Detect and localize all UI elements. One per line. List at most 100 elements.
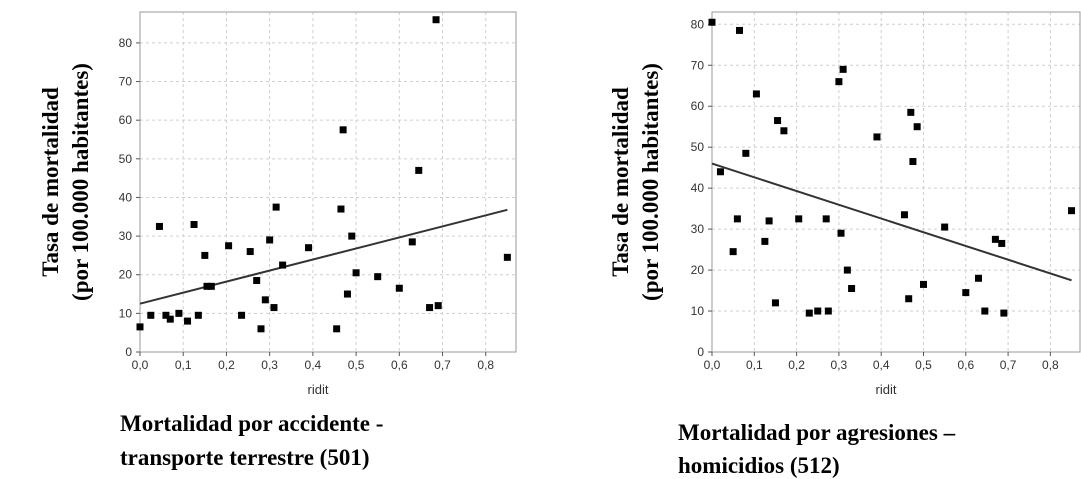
y-tick-label: 20 bbox=[691, 263, 705, 277]
data-point bbox=[503, 253, 511, 261]
data-point bbox=[716, 168, 724, 176]
y-tick-label: 70 bbox=[691, 58, 705, 72]
data-point bbox=[905, 295, 913, 303]
data-point bbox=[837, 229, 845, 237]
data-point bbox=[919, 280, 927, 288]
data-point bbox=[175, 309, 183, 317]
x-tick-label: 0,0 bbox=[704, 358, 721, 372]
regression-line bbox=[139, 208, 508, 305]
y-tick-label: 60 bbox=[119, 113, 133, 127]
data-point bbox=[814, 307, 822, 315]
data-point bbox=[426, 304, 434, 312]
data-point bbox=[1000, 309, 1008, 317]
data-point bbox=[752, 90, 760, 98]
data-point bbox=[909, 158, 917, 166]
data-point bbox=[203, 282, 211, 290]
data-point bbox=[246, 248, 254, 256]
y-tick-label: 0 bbox=[125, 345, 132, 359]
caption-line1: Mortalidad por accidente - bbox=[120, 411, 383, 436]
data-point bbox=[998, 239, 1006, 247]
x-tick-label: 0,5 bbox=[915, 358, 932, 372]
data-point bbox=[415, 166, 423, 174]
x-axis-label: ridit bbox=[876, 382, 897, 397]
data-point bbox=[941, 223, 949, 231]
data-point bbox=[225, 242, 233, 250]
data-point bbox=[913, 123, 921, 131]
data-point bbox=[974, 274, 982, 282]
data-point bbox=[352, 269, 360, 277]
data-point bbox=[824, 307, 832, 315]
data-point bbox=[907, 108, 915, 116]
y-tick-label: 10 bbox=[119, 306, 133, 320]
x-tick-label: 0,5 bbox=[348, 358, 365, 372]
data-point bbox=[729, 248, 737, 256]
x-tick-label: 0,2 bbox=[788, 358, 805, 372]
data-point bbox=[708, 18, 716, 26]
data-point bbox=[374, 273, 382, 281]
x-tick-label: 0,1 bbox=[175, 358, 192, 372]
data-point bbox=[238, 311, 246, 319]
data-point bbox=[780, 127, 788, 135]
y-tick-label: 0 bbox=[697, 345, 704, 359]
caption-line1: Mortalidad por agresiones – bbox=[678, 420, 956, 445]
x-tick-label: 0,3 bbox=[831, 358, 848, 372]
data-point bbox=[771, 299, 779, 307]
y-tick-label: 40 bbox=[119, 190, 133, 204]
data-point bbox=[272, 203, 280, 211]
plot-frame bbox=[139, 11, 517, 353]
data-point bbox=[253, 277, 261, 285]
data-point bbox=[822, 215, 830, 223]
y-tick-label: 50 bbox=[119, 152, 133, 166]
data-point bbox=[337, 205, 345, 213]
data-point bbox=[981, 307, 989, 315]
data-point bbox=[162, 311, 170, 319]
data-point bbox=[190, 221, 198, 228]
y-tick-label: 80 bbox=[119, 36, 133, 50]
x-tick-label: 0,8 bbox=[477, 358, 494, 372]
data-point bbox=[733, 215, 741, 223]
x-tick-label: 0,6 bbox=[957, 358, 974, 372]
x-tick-label: 0,6 bbox=[391, 358, 408, 372]
y-axis-label-line1: Tasa de mortalidad bbox=[38, 87, 63, 277]
y-tick-label: 30 bbox=[119, 229, 133, 243]
data-point bbox=[774, 117, 782, 125]
y-tick-label: 60 bbox=[691, 99, 705, 113]
data-point bbox=[742, 149, 750, 157]
x-axis-label: ridit bbox=[308, 382, 329, 397]
y-tick-label: 50 bbox=[691, 140, 705, 154]
data-point bbox=[339, 126, 347, 134]
data-point bbox=[1068, 207, 1076, 215]
chart-transporte-terrestre: 0,0 0,1 0,2 0,3 0,4 0,5 0,6 0,7 0,8 0 10 20 30 40 50 60… bbox=[38, 11, 517, 470]
data-point bbox=[873, 133, 881, 141]
x-tick-label: 0,1 bbox=[746, 358, 763, 372]
data-point bbox=[270, 304, 278, 312]
x-tick-label: 0,2 bbox=[218, 358, 235, 372]
y-tick-label: 40 bbox=[691, 181, 705, 195]
data-point bbox=[266, 236, 274, 244]
data-point bbox=[432, 16, 440, 24]
data-point bbox=[136, 323, 144, 331]
x-tick-label: 0,4 bbox=[873, 358, 890, 372]
data-point bbox=[408, 238, 416, 246]
y-axis-label-line2: (por 100.000 habitantes) bbox=[68, 63, 93, 301]
data-point bbox=[333, 325, 341, 333]
data-point bbox=[900, 211, 908, 219]
data-point bbox=[962, 289, 970, 297]
data-point bbox=[805, 309, 813, 317]
y-tick-label: 80 bbox=[691, 17, 705, 31]
y-axis-label-line2: (por 100.000 habitantes) bbox=[638, 63, 663, 301]
data-point bbox=[261, 296, 269, 304]
data-point bbox=[991, 235, 999, 243]
data-point bbox=[166, 315, 174, 323]
data-point bbox=[279, 261, 287, 269]
y-tick-label: 70 bbox=[119, 75, 133, 89]
x-tick-label: 0,7 bbox=[434, 358, 451, 372]
data-point bbox=[184, 317, 192, 325]
data-point bbox=[257, 325, 265, 333]
data-point bbox=[201, 251, 209, 259]
data-point bbox=[765, 217, 773, 225]
x-tick-label: 0,7 bbox=[1000, 358, 1017, 372]
data-point bbox=[835, 78, 843, 86]
chart-homicidios: 0,0 0,1 0,2 0,3 0,4 0,5 0,6 0,7 0,8 0 10 20 30 40 50 60… bbox=[608, 11, 1081, 478]
x-tick-label: 0,3 bbox=[261, 358, 278, 372]
